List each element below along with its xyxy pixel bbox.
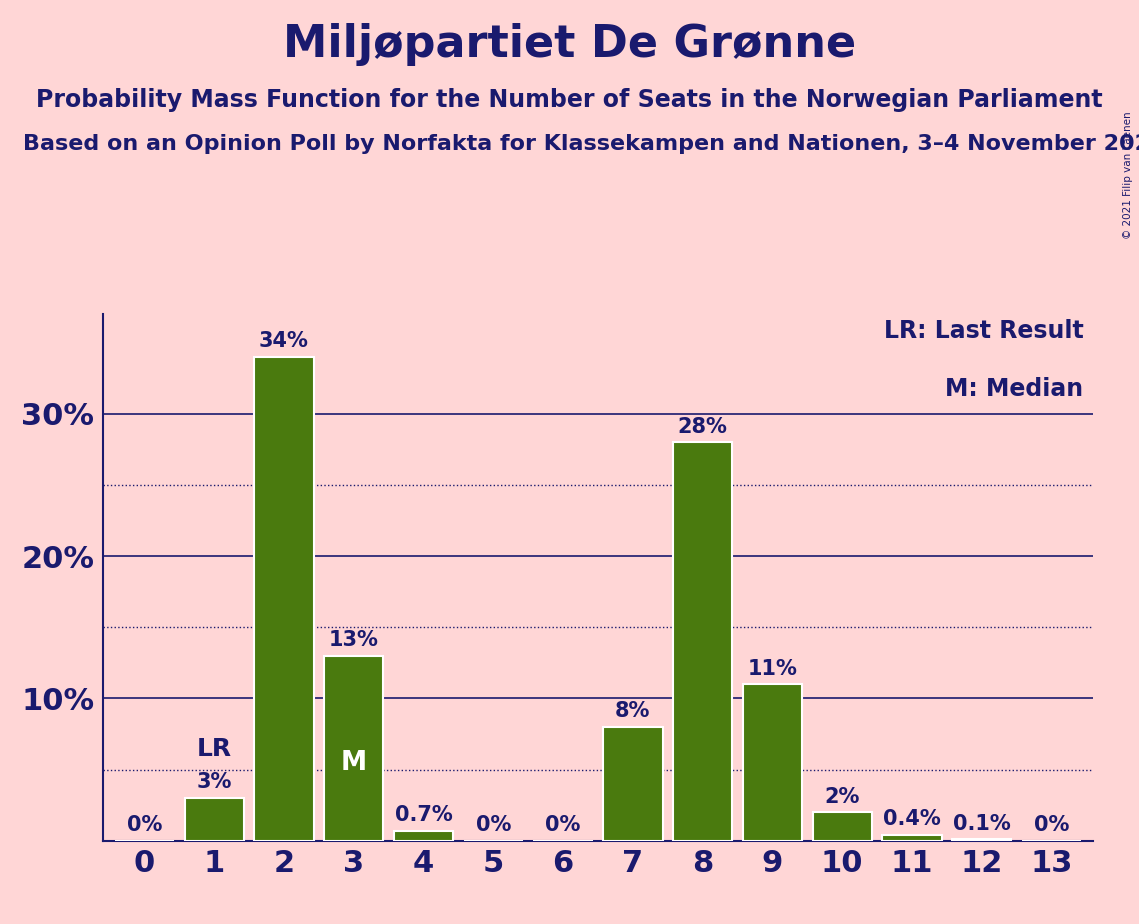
- Bar: [394, 831, 453, 841]
- Text: 0%: 0%: [546, 815, 581, 835]
- Text: 0.7%: 0.7%: [394, 805, 452, 825]
- Bar: [604, 727, 663, 841]
- Text: Probability Mass Function for the Number of Seats in the Norwegian Parliament: Probability Mass Function for the Number…: [36, 88, 1103, 112]
- Text: Based on an Opinion Poll by Norfakta for Klassekampen and Nationen, 3–4 November: Based on an Opinion Poll by Norfakta for…: [23, 134, 1139, 154]
- Text: 0.1%: 0.1%: [953, 814, 1010, 833]
- Bar: [743, 685, 802, 841]
- Text: 13%: 13%: [329, 630, 378, 650]
- Text: M: Median: M: Median: [945, 377, 1083, 401]
- Text: 3%: 3%: [196, 772, 232, 793]
- Text: 28%: 28%: [678, 417, 728, 436]
- Text: 34%: 34%: [259, 331, 309, 351]
- Bar: [185, 798, 244, 841]
- Text: 0%: 0%: [1034, 815, 1070, 835]
- Text: LR: Last Result: LR: Last Result: [884, 320, 1083, 344]
- Bar: [254, 357, 313, 841]
- Text: 2%: 2%: [825, 786, 860, 807]
- Bar: [952, 839, 1011, 841]
- Bar: [325, 656, 384, 841]
- Bar: [812, 812, 871, 841]
- Text: © 2021 Filip van Laenen: © 2021 Filip van Laenen: [1123, 111, 1133, 238]
- Bar: [883, 835, 942, 841]
- Text: 0%: 0%: [126, 815, 162, 835]
- Text: 0%: 0%: [476, 815, 511, 835]
- Text: 11%: 11%: [747, 659, 797, 678]
- Text: 0.4%: 0.4%: [883, 809, 941, 830]
- Text: M: M: [341, 750, 367, 776]
- Bar: [673, 443, 732, 841]
- Text: Miljøpartiet De Grønne: Miljøpartiet De Grønne: [282, 23, 857, 67]
- Text: 8%: 8%: [615, 701, 650, 722]
- Text: LR: LR: [197, 737, 231, 761]
